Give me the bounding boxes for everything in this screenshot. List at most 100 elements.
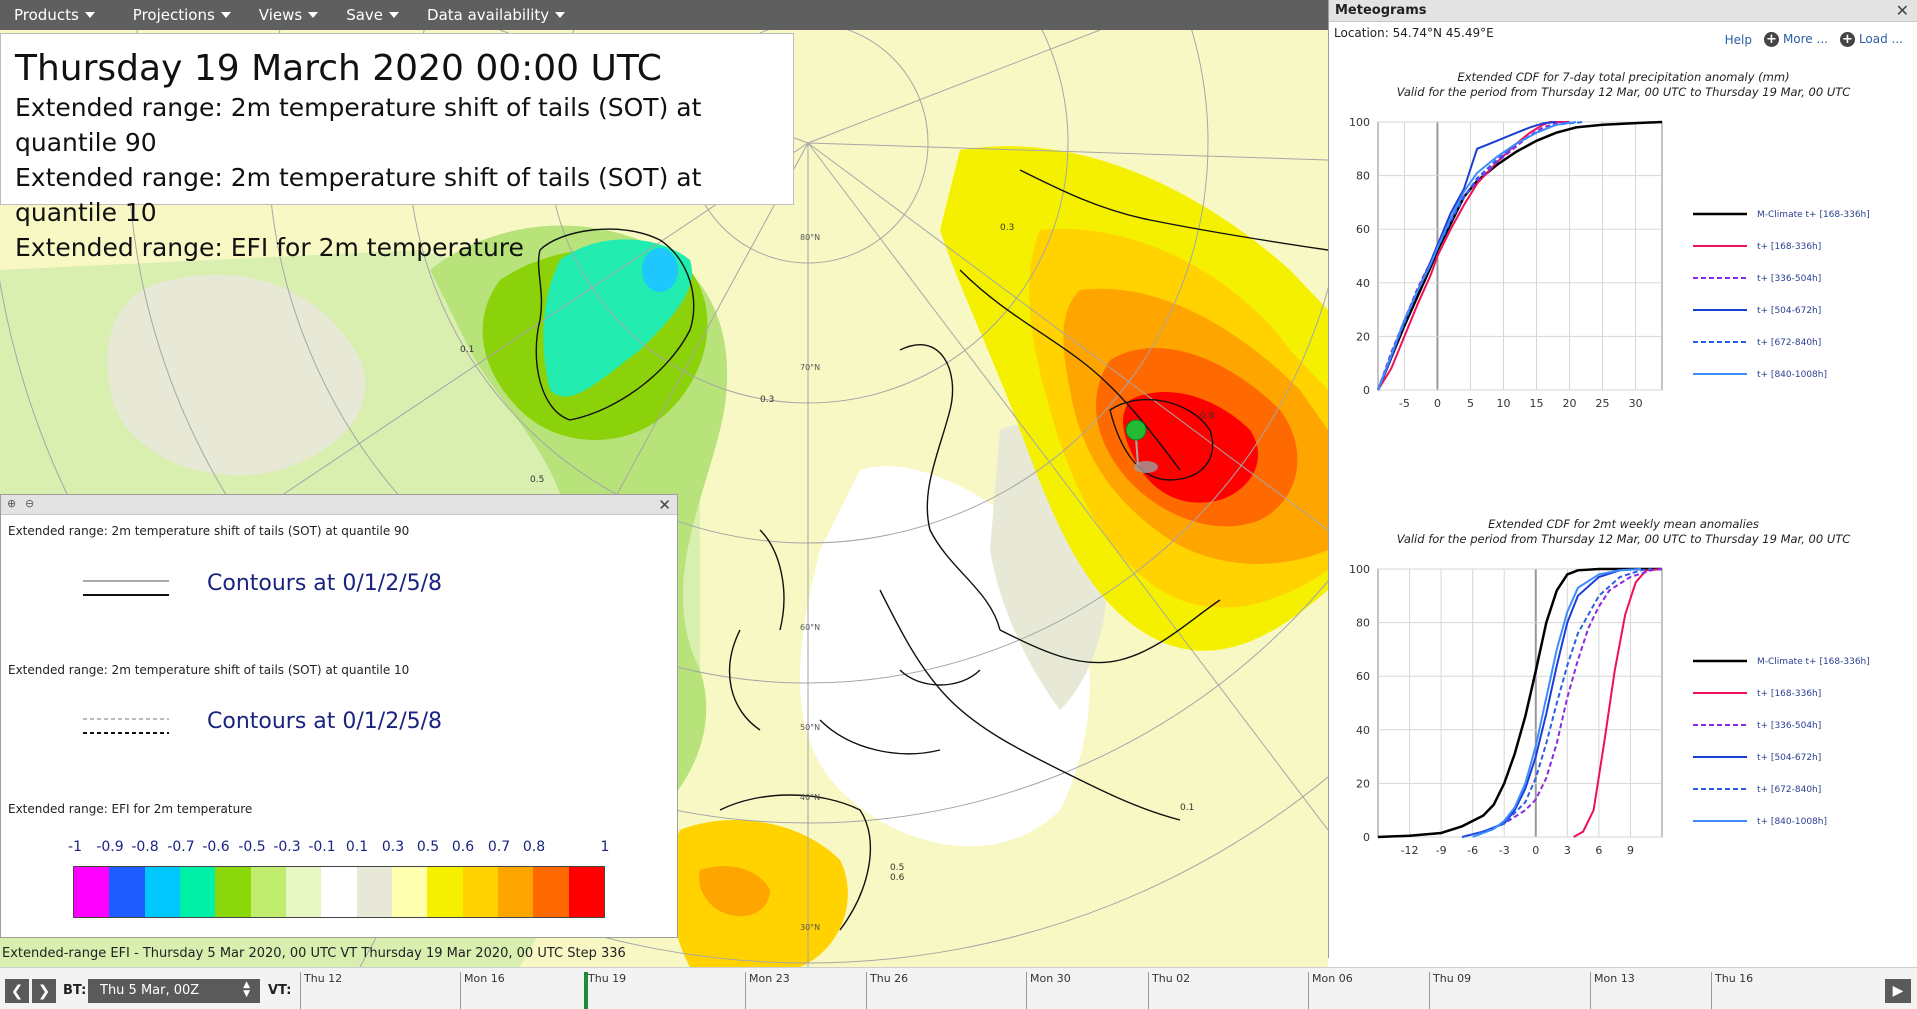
- chart-legend-entry: t+ [168-336h]: [1757, 689, 1821, 699]
- efi-area-cyan: [642, 248, 678, 292]
- play-icon: ▶: [1892, 983, 1904, 999]
- menu-data-availability[interactable]: Data availability: [413, 6, 579, 24]
- map-pin-shadow: [1134, 461, 1158, 473]
- load-link[interactable]: + Load ...: [1839, 32, 1903, 47]
- zoom-in-icon[interactable]: ⊕: [7, 497, 17, 510]
- menu-bar: Products Projections Views Save Data ava…: [0, 0, 1328, 30]
- close-icon[interactable]: ✕: [1895, 1, 1909, 20]
- chart-x-tick-label: 20: [1563, 397, 1577, 410]
- chart2-title-text: Extended CDF for 2mt weekly mean anomali…: [1488, 517, 1759, 531]
- timeline-tick-label: Mon 23: [745, 972, 790, 1009]
- chart-plot-area: [1377, 121, 1663, 391]
- timeline-tick-label: Thu 02: [1148, 972, 1190, 1009]
- help-link[interactable]: Help: [1724, 32, 1752, 47]
- contour-label: 0.3: [760, 395, 774, 405]
- chart-y-tick-label: 40: [1356, 724, 1370, 737]
- layer-title-sot90: Extended range: 2m temperature shift of …: [15, 93, 702, 158]
- valid-time-track[interactable]: Thu 12 Mon 16 Thu 19 Mon 23 Thu 26 Mon 30 Thu …: [300, 972, 1870, 1009]
- chart-legend-entry: t+ [840-1008h]: [1757, 370, 1827, 380]
- colorbar-swatch: [285, 867, 322, 917]
- chart-x-tick-label: -6: [1467, 844, 1478, 857]
- timeline-tick-label: Mon 16: [460, 972, 505, 1009]
- chart-series-line: [1472, 568, 1642, 838]
- menu-views[interactable]: Views: [245, 6, 332, 24]
- colorbar-swatch: [462, 867, 498, 917]
- menu-save-label: Save: [346, 6, 384, 24]
- prev-step-button[interactable]: ❮: [5, 979, 29, 1003]
- efi-area-beige-west: [107, 274, 366, 476]
- chart-y-tick-label: 0: [1363, 831, 1370, 844]
- more-link[interactable]: + More ...: [1763, 32, 1828, 47]
- menu-products-label: Products: [14, 6, 79, 24]
- meteogram-header: Meteograms ✕: [1329, 0, 1917, 22]
- colorbar-swatch: [144, 867, 180, 917]
- chart-x-tick-label: 6: [1595, 844, 1602, 857]
- chart-x-tick-label: 15: [1530, 397, 1544, 410]
- chart-legend-entry: M-Climate t+ [168-336h]: [1757, 657, 1870, 667]
- colorbar-swatch: [215, 867, 251, 917]
- base-time-select[interactable]: Thu 5 Mar, 00Z ▲ ▼: [88, 979, 260, 1003]
- chart-x-tick-label: -3: [1499, 844, 1510, 857]
- legend-dashed-line-sample: [83, 718, 169, 734]
- colorbar-swatch: [427, 867, 463, 917]
- chart-x-tick-label: 0: [1434, 397, 1441, 410]
- chart-plot-area: [1377, 568, 1663, 838]
- legend-solid-line-sample: [83, 580, 169, 596]
- meteogram-panel: Meteograms ✕ Location: 54.74°N 45.49°E H…: [1328, 0, 1917, 958]
- latitude-label: 30°N: [800, 923, 820, 932]
- more-link-label: More ...: [1782, 32, 1828, 46]
- valid-time-marker[interactable]: [584, 972, 588, 1009]
- map-location-pin-icon[interactable]: [1125, 419, 1147, 441]
- contour-label: 0.1: [460, 345, 474, 355]
- chart-legend-entry: t+ [336-504h]: [1757, 274, 1821, 284]
- contour-label: 0.6: [890, 873, 905, 883]
- menu-save[interactable]: Save: [332, 6, 413, 24]
- colorbar-tick-label: 0.3: [381, 839, 405, 855]
- chart-x-tick-label: 9: [1627, 844, 1634, 857]
- play-button[interactable]: ▶: [1885, 979, 1911, 1003]
- menu-data-availability-label: Data availability: [427, 6, 550, 24]
- base-time-value: Thu 5 Mar, 00Z: [100, 983, 200, 998]
- timeline-tick-label: Thu 12: [300, 972, 342, 1009]
- chart-y-tick-label: 0: [1363, 384, 1370, 397]
- colorbar-tick-label: 0.5: [416, 839, 440, 855]
- layer-title-efi: Extended range: EFI for 2m temperature: [15, 233, 524, 263]
- chart-series-line: [1377, 121, 1577, 391]
- colorbar-swatch: [109, 867, 145, 917]
- chart-x-tick-label: 3: [1564, 844, 1571, 857]
- colorbar-swatch: [356, 867, 392, 917]
- map-date-title: Thursday 19 March 2020 00:00 UTC: [15, 48, 662, 89]
- close-icon[interactable]: ✕: [658, 496, 671, 514]
- menu-projections[interactable]: Projections: [119, 6, 245, 24]
- colorbar-swatch: [321, 867, 357, 917]
- map-footer-caption: Extended-range EFI - Thursday 5 Mar 2020…: [2, 946, 626, 961]
- contour-label: 0.5: [530, 475, 544, 485]
- map-coastlines: [535, 169, 1328, 931]
- chart-x-tick-label: 30: [1629, 397, 1643, 410]
- chart2-title: Extended CDF for 2mt weekly mean anomali…: [1329, 517, 1917, 547]
- caret-down-icon: [220, 12, 231, 18]
- meteogram-location: Location: 54.74°N 45.49°E: [1334, 26, 1494, 40]
- colorbar-swatch: [250, 867, 286, 917]
- zoom-out-icon[interactable]: ⊖: [25, 497, 35, 510]
- chevron-left-icon: ❮: [10, 982, 24, 1000]
- latitude-label: 80°N: [800, 233, 820, 242]
- colorbar-tick-label: -0.6: [202, 839, 230, 855]
- caret-down-icon: [308, 12, 319, 18]
- next-step-button[interactable]: ❯: [32, 979, 56, 1003]
- colorbar-tick-label: 0.1: [345, 839, 369, 855]
- colorbar-swatch: [497, 867, 534, 917]
- map-title-box: Thursday 19 March 2020 00:00 UTC Extende…: [0, 33, 794, 262]
- contour-label: 0.3: [1000, 223, 1014, 233]
- meteogram-title: Meteograms: [1335, 3, 1427, 18]
- chart-y-tick-label: 20: [1356, 777, 1370, 790]
- efi-colorbar: [73, 866, 605, 918]
- legend-contours-sot10: Contours at 0/1/2/5/8: [207, 709, 443, 734]
- chart-series-line: [1461, 568, 1663, 838]
- chart-series-line: [1377, 121, 1570, 391]
- timeline-tick-label: Thu 09: [1429, 972, 1471, 1009]
- legend-label-sot10: Extended range: 2m temperature shift of …: [8, 663, 410, 677]
- menu-products[interactable]: Products: [0, 6, 109, 24]
- latitude-label: 70°N: [800, 363, 820, 372]
- chart-x-tick-label: -9: [1436, 844, 1447, 857]
